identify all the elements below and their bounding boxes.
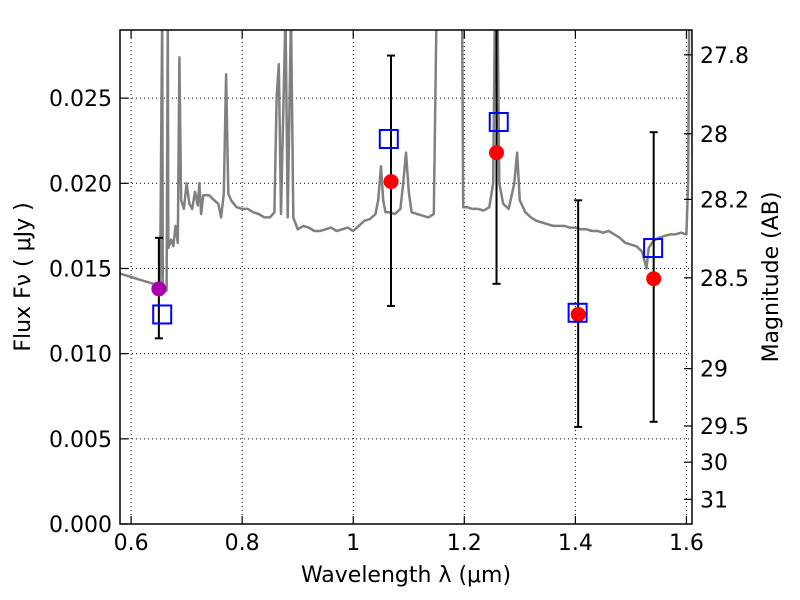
y-axis-title: Flux Fν ( μJy ) bbox=[11, 202, 36, 351]
x-axis-title: Wavelength λ (μm) bbox=[301, 563, 511, 588]
y-tick-label: 0.000 bbox=[49, 513, 112, 538]
x-tick-label: 0.6 bbox=[114, 531, 149, 556]
x-tick-label: 1.6 bbox=[669, 531, 704, 556]
y-tick-label: 0.025 bbox=[49, 87, 112, 112]
model-photometry-square bbox=[567, 302, 588, 323]
ticks-layer: 0.6 0.8 1 1.2 1.4 1.6 0.000 0.005 0.010 0.015 0.02… bbox=[49, 30, 749, 556]
mag-tick-label: 28 bbox=[700, 123, 728, 148]
x-tick-label: 1.4 bbox=[558, 531, 593, 556]
y-tick-label: 0.005 bbox=[49, 428, 112, 453]
spectrum-layer bbox=[120, 30, 691, 294]
points-layer bbox=[151, 111, 664, 325]
y-tick-label: 0.015 bbox=[49, 257, 112, 282]
mag-tick-label: 28.5 bbox=[700, 267, 749, 292]
model-photometry-square bbox=[152, 304, 173, 325]
y-tick-label: 0.020 bbox=[49, 172, 112, 197]
observed-flux-point bbox=[570, 306, 586, 322]
observed-flux-point bbox=[489, 145, 505, 161]
observed-flux-point bbox=[383, 174, 399, 190]
model-photometry-square bbox=[488, 111, 509, 132]
mag-tick-label: 29 bbox=[700, 358, 728, 383]
x-tick-label: 1 bbox=[346, 531, 360, 556]
observed-flux-point bbox=[151, 281, 167, 297]
magnitude-axis-title: Magnitude (AB) bbox=[759, 192, 784, 363]
mag-tick-label: 30 bbox=[700, 451, 728, 476]
mag-tick-label: 29.5 bbox=[700, 415, 749, 440]
observed-flux-point bbox=[646, 271, 662, 287]
mag-tick-label: 31 bbox=[700, 488, 728, 513]
grid-layer bbox=[120, 30, 692, 525]
x-tick-label: 0.8 bbox=[225, 531, 260, 556]
model-photometry-square bbox=[643, 238, 664, 259]
model-spectrum-line bbox=[120, 30, 691, 294]
mag-tick-label: 28.2 bbox=[700, 188, 749, 213]
model-photometry-square bbox=[378, 129, 399, 150]
mag-tick-label: 27.8 bbox=[700, 44, 749, 69]
x-tick-label: 1.2 bbox=[447, 531, 482, 556]
y-tick-label: 0.010 bbox=[49, 343, 112, 368]
plot-frame bbox=[119, 29, 693, 525]
